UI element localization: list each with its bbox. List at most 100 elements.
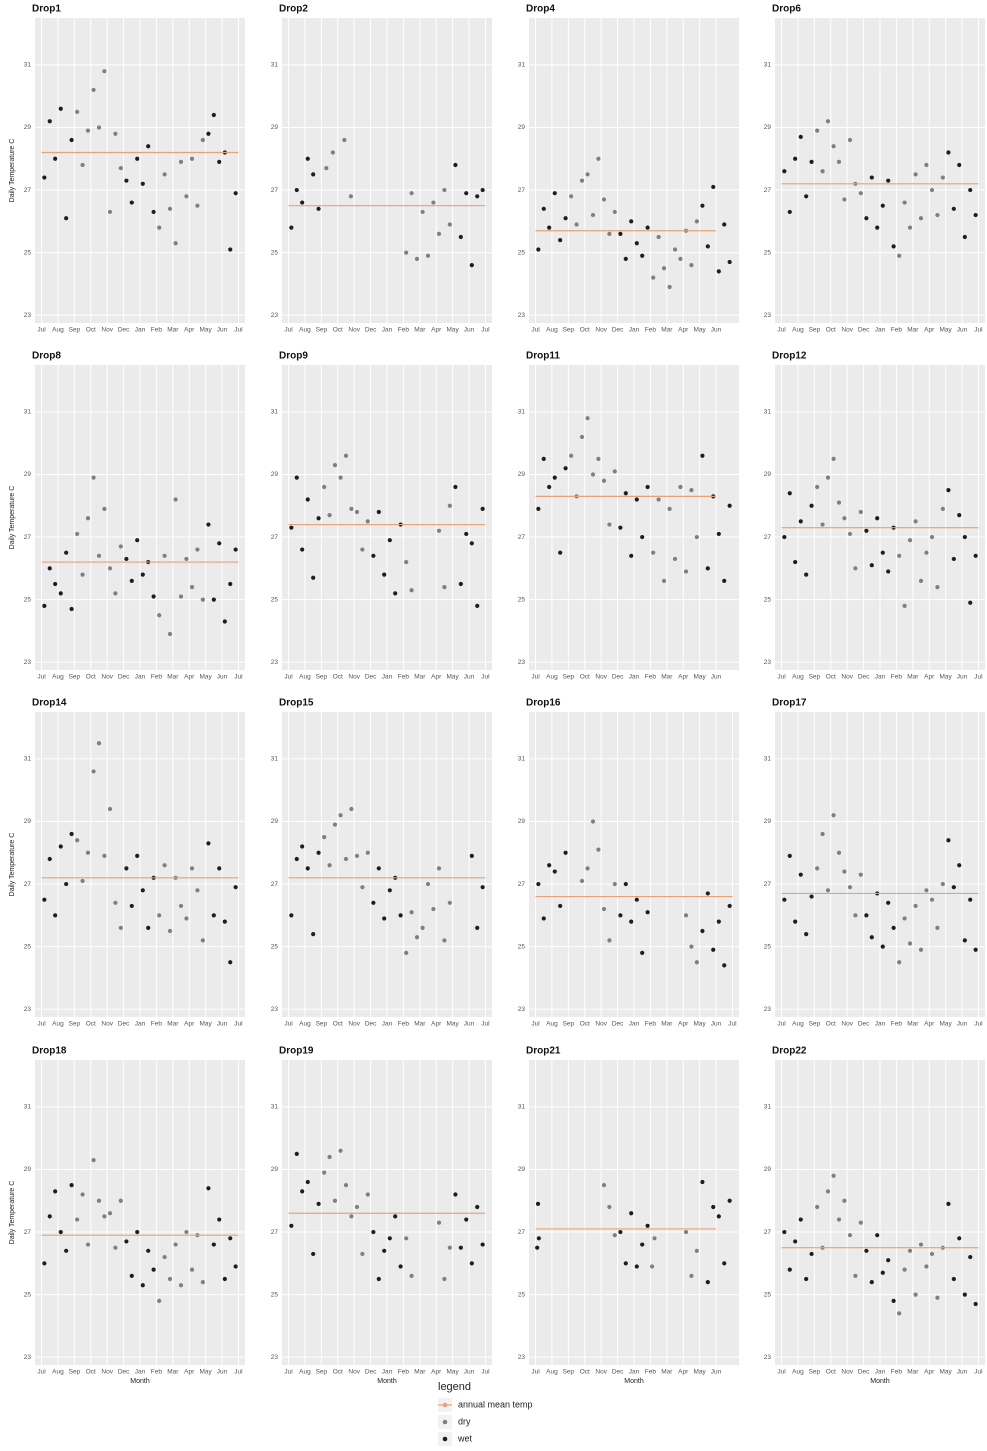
dry-point [836, 850, 842, 855]
wet-point [875, 225, 880, 230]
x-tick-label: Jan [875, 327, 886, 334]
wet-point [700, 203, 705, 208]
wet-point [47, 566, 52, 571]
dry-point [897, 253, 902, 258]
x-tick-label: Mar [167, 1369, 179, 1376]
wet-point [69, 137, 74, 143]
x-tick-label: Dec [118, 674, 130, 681]
wet-point [804, 572, 809, 577]
dry-point [195, 888, 200, 893]
y-tick-label: 29 [518, 471, 526, 478]
dry-point [75, 1217, 80, 1222]
wet-point [129, 578, 134, 583]
dry-point [601, 197, 607, 202]
dry-point [847, 885, 853, 890]
dry-point [436, 231, 442, 236]
wet-point [716, 269, 721, 274]
x-tick-label: Sep [69, 327, 81, 334]
wet-point [140, 572, 145, 577]
wet-point [700, 928, 705, 934]
x-tick-label: Jul [974, 674, 983, 681]
wet-point [623, 1261, 628, 1266]
dry-point [162, 172, 167, 177]
wet-point [563, 466, 568, 471]
dry-point [935, 1295, 940, 1300]
wet-point [146, 144, 151, 149]
wet-point [316, 1201, 321, 1206]
wet-point [398, 913, 403, 918]
dry-point [332, 463, 338, 468]
wet-point [289, 1223, 294, 1228]
wet-point [634, 1264, 639, 1269]
x-tick-label: Jul [777, 1369, 786, 1376]
wet-point [475, 1204, 480, 1210]
dry-point [184, 556, 189, 562]
dry-point [579, 434, 585, 440]
y-tick-label: 25 [24, 596, 32, 603]
wet-point [146, 1248, 151, 1253]
x-tick-label: Jan [382, 674, 393, 681]
x-tick-label: Jul [481, 1021, 490, 1028]
y-tick-label: 29 [24, 124, 32, 131]
wet-point [311, 932, 316, 937]
dry-point [85, 850, 91, 855]
dry-point [91, 1158, 96, 1163]
y-tick-label: 27 [764, 534, 772, 541]
wet-point [475, 194, 480, 199]
x-tick-label: Sep [563, 1369, 575, 1376]
x-tick-label: Feb [645, 674, 657, 681]
wet-point [535, 1201, 541, 1206]
wet-point [222, 1276, 227, 1282]
wet-point [376, 1276, 381, 1282]
x-tick-label: Sep [316, 674, 328, 681]
y-tick-label: 25 [518, 596, 526, 603]
wet-point [640, 253, 645, 258]
legend-label: wet [457, 1433, 473, 1443]
wet-point [311, 575, 316, 580]
x-tick-label: Apr [184, 1021, 195, 1028]
x-tick-label: Dec [858, 1021, 870, 1028]
dry-point [189, 1267, 195, 1272]
wet-point [880, 944, 885, 949]
x-tick-label: Oct [333, 674, 343, 681]
x-tick-label: May [939, 1369, 952, 1376]
dry-point [935, 925, 940, 930]
wet-point [217, 866, 222, 871]
y-tick-label: 23 [24, 659, 32, 666]
wet-point [722, 1261, 727, 1266]
dry-point [107, 209, 113, 215]
wet-point [469, 541, 474, 546]
dry-point [649, 1264, 655, 1269]
wet-point [618, 231, 623, 236]
wet-point [294, 1151, 299, 1156]
x-tick-label: Sep [563, 327, 575, 334]
y-tick-label: 29 [518, 124, 526, 131]
x-tick-label: Sep [69, 1021, 81, 1028]
y-tick-label: 31 [24, 62, 32, 69]
wet-point [393, 591, 398, 596]
wet-point [700, 1179, 705, 1185]
wet-point [640, 534, 645, 540]
dry-point [929, 187, 935, 193]
wet-point [469, 263, 474, 268]
x-tick-label: Feb [151, 1021, 163, 1028]
x-tick-label: Apr [678, 674, 689, 681]
x-axis-label: Month [870, 1378, 890, 1385]
y-tick-label: 23 [764, 1354, 772, 1361]
dry-point [447, 1245, 452, 1250]
wet-point [541, 456, 546, 461]
x-tick-label: Dec [612, 1021, 624, 1028]
panel-title: Drop2 [279, 4, 308, 15]
x-tick-label: Aug [299, 674, 311, 681]
wet-point [469, 1261, 474, 1266]
wet-point [951, 885, 956, 890]
wet-point [228, 960, 233, 965]
y-tick-label: 29 [764, 471, 772, 478]
x-tick-label: Nov [595, 674, 607, 681]
wet-point [705, 1280, 710, 1285]
dry-point [157, 225, 162, 230]
wet-point [787, 491, 792, 496]
wet-point [809, 894, 814, 899]
wet-point [869, 563, 874, 568]
dry-point [343, 856, 349, 862]
